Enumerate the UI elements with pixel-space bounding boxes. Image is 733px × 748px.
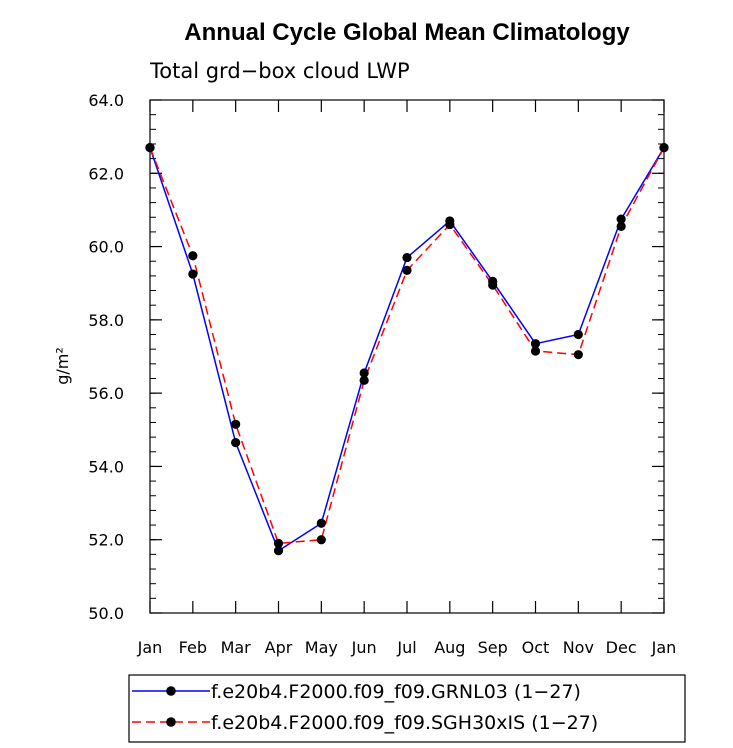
x-tick-label: Sep xyxy=(478,638,508,657)
series-markers xyxy=(145,143,669,556)
y-tick-labels: 50.0 52.0 54.0 56.0 58.0 60.0 62.0 64.0 xyxy=(88,91,124,623)
data-point-series-1 xyxy=(231,419,241,429)
x-tick-labels: Jan Feb Mar Apr May Jun Jul Aug Sep Oct Nov Dec Jan xyxy=(137,638,677,657)
series-lines xyxy=(149,147,665,552)
y-tick-label: 64.0 xyxy=(88,91,124,110)
data-point-series-0 xyxy=(530,339,541,349)
x-tick-label: Jul xyxy=(396,638,416,657)
legend-label-1: f.e20b4.F2000.f09_f09.SGH30xIS (1−27) xyxy=(211,712,598,734)
data-point-series-1 xyxy=(402,265,412,275)
data-point-series-0 xyxy=(616,214,626,224)
data-point-series-1 xyxy=(145,143,155,153)
data-point-series-1 xyxy=(659,143,669,153)
x-tick-label: Jan xyxy=(651,638,677,657)
y-tick-label: 52.0 xyxy=(88,531,124,550)
series-line-1 xyxy=(149,147,665,545)
data-point-series-0 xyxy=(231,438,241,448)
y-tick-label: 50.0 xyxy=(88,604,124,623)
y-tick-label: 56.0 xyxy=(88,384,124,403)
x-tick-label: Oct xyxy=(522,638,550,657)
chart-subtitle: Total grd−box cloud LWP xyxy=(149,59,410,83)
data-point-series-1 xyxy=(530,346,541,356)
x-tick-label: Jun xyxy=(351,638,377,657)
y-tick-label: 58.0 xyxy=(88,311,124,330)
x-tick-label: Dec xyxy=(606,638,637,657)
data-point-series-1 xyxy=(573,350,583,360)
data-point-series-1 xyxy=(316,535,326,545)
data-point-series-0 xyxy=(273,546,284,556)
series-line-0 xyxy=(149,147,665,552)
x-tick-label: Mar xyxy=(221,638,252,657)
y-tick-label: 62.0 xyxy=(88,164,124,183)
data-point-series-0 xyxy=(359,368,369,378)
data-point-series-0 xyxy=(316,518,326,528)
data-point-series-1 xyxy=(188,251,198,261)
plot-frame xyxy=(149,99,665,614)
x-tick-label: Jan xyxy=(137,638,163,657)
data-point-series-1 xyxy=(616,221,626,232)
data-point-series-1 xyxy=(488,280,498,290)
legend-box xyxy=(128,674,686,743)
data-point-series-0 xyxy=(573,329,583,340)
data-point-series-1 xyxy=(359,375,369,385)
data-point-series-1 xyxy=(445,219,455,230)
y-tick-label: 60.0 xyxy=(88,238,124,257)
legend-marker-1 xyxy=(166,717,176,727)
data-point-series-0 xyxy=(188,269,198,279)
x-tick-label: May xyxy=(305,638,338,657)
data-point-series-1 xyxy=(273,538,284,548)
x-tick-label: Aug xyxy=(434,638,465,657)
legend: f.e20b4.F2000.f09_f09.GRNL03 (1−27) f.e2… xyxy=(128,674,686,743)
x-tick-label: Feb xyxy=(179,638,207,657)
y-axis-label-text: g/m² xyxy=(53,347,72,385)
y-axis-label: g/m² xyxy=(53,347,72,385)
data-point-series-0 xyxy=(402,252,412,263)
chart-title: Annual Cycle Global Mean Climatology xyxy=(184,19,630,46)
axis-ticks xyxy=(149,99,665,614)
x-tick-label: Nov xyxy=(563,638,594,657)
legend-label-0: f.e20b4.F2000.f09_f09.GRNL03 (1−27) xyxy=(211,681,581,703)
y-tick-label: 54.0 xyxy=(88,457,124,476)
x-tick-label: Apr xyxy=(265,638,293,657)
legend-marker-0 xyxy=(166,686,176,696)
